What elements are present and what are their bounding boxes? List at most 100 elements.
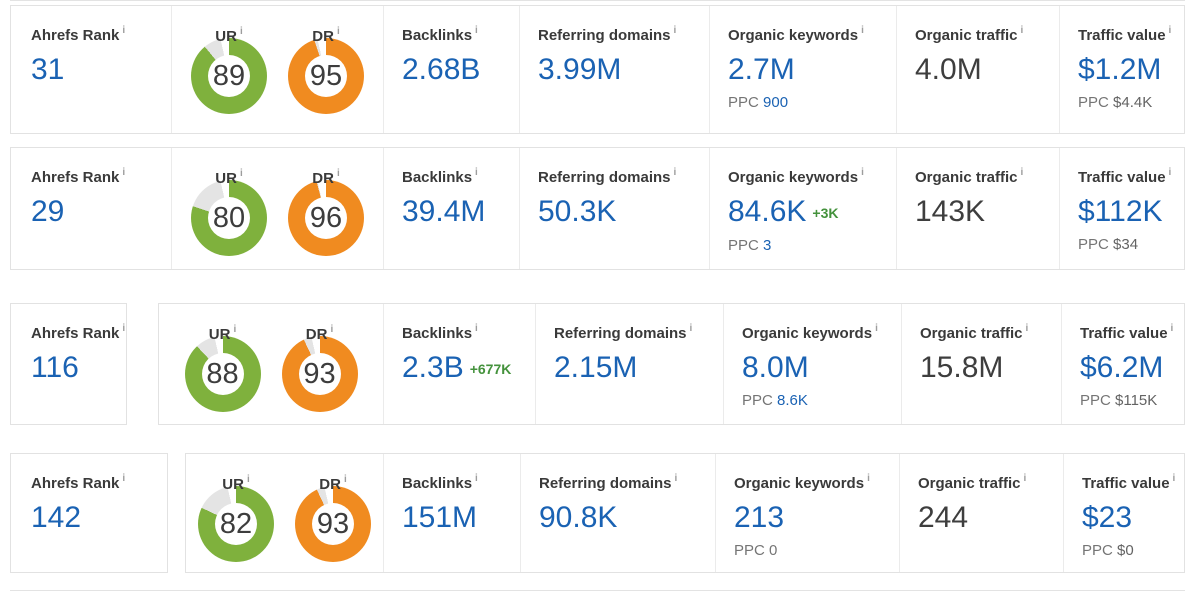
- info-icon[interactable]: i: [122, 167, 126, 178]
- info-icon[interactable]: i: [475, 473, 478, 484]
- info-icon[interactable]: i: [475, 323, 478, 334]
- ur-value: 80: [212, 201, 246, 234]
- ahrefs-rank-value[interactable]: 116: [31, 351, 79, 384]
- backlinks-value[interactable]: 2.3B: [402, 351, 464, 384]
- ahrefs-rank-value[interactable]: 29: [31, 195, 65, 228]
- traffic-value-value[interactable]: $6.2M: [1080, 351, 1164, 384]
- organic-traffic-label: Organic traffic i: [915, 167, 1051, 186]
- ur-donut: 89: [191, 38, 267, 114]
- dr-gauge: DR i 93: [295, 472, 371, 572]
- ppc-keywords-value[interactable]: 3: [763, 237, 772, 254]
- label-text: Organic traffic: [915, 169, 1018, 186]
- label-text: Organic keywords: [734, 475, 865, 492]
- dr-value: 93: [303, 357, 336, 390]
- info-icon[interactable]: i: [246, 474, 250, 485]
- ppc-traffic-value: $0: [1117, 542, 1134, 559]
- ur-gauge: UR i 80: [191, 166, 267, 269]
- label-text: Organic keywords: [742, 325, 873, 342]
- ppc-label: PPC: [734, 542, 765, 559]
- referring-domains-value[interactable]: 90.8K: [539, 501, 618, 534]
- ppc-keywords-value[interactable]: 900: [763, 94, 789, 111]
- ur-gauge: UR i 88: [184, 322, 261, 424]
- label-text: Backlinks: [402, 325, 473, 342]
- label-text: Organic traffic: [920, 325, 1023, 342]
- info-icon[interactable]: i: [336, 26, 340, 37]
- info-icon[interactable]: i: [673, 25, 677, 36]
- info-icon[interactable]: i: [475, 167, 478, 178]
- organic-keywords-value[interactable]: 213: [734, 501, 785, 534]
- ahrefs-rank-label: Ahrefs Rank i: [31, 323, 125, 342]
- label-text: Referring domains: [554, 325, 687, 342]
- info-icon[interactable]: i: [1168, 25, 1172, 36]
- referring-domains-value[interactable]: 2.15M: [554, 351, 638, 384]
- organic-keywords-value[interactable]: 2.7M: [728, 53, 795, 86]
- label-text: UR: [222, 476, 244, 493]
- ppc-label: PPC: [1078, 236, 1109, 253]
- label-text: Referring domains: [539, 475, 672, 492]
- info-icon[interactable]: i: [861, 25, 864, 36]
- info-icon[interactable]: i: [122, 323, 126, 334]
- referring-domains-cell: Referring domains i 3.99M: [519, 6, 709, 133]
- info-icon[interactable]: i: [867, 473, 870, 484]
- traffic-value-value[interactable]: $1.2M: [1078, 53, 1162, 86]
- dr-value: 93: [316, 507, 350, 540]
- ppc-value-line: PPC $0: [1082, 542, 1176, 559]
- ahrefs-rank-value[interactable]: 142: [31, 501, 82, 534]
- organic-keywords-value[interactable]: 8.0M: [742, 351, 809, 384]
- info-icon[interactable]: i: [1020, 167, 1024, 178]
- traffic-value-value[interactable]: $112K: [1078, 195, 1163, 228]
- label-text: Ahrefs Rank: [31, 475, 120, 492]
- dr-value: 95: [309, 59, 343, 92]
- backlinks-cell: Backlinks i 151M: [383, 454, 520, 572]
- info-icon[interactable]: i: [673, 167, 677, 178]
- referring-domains-label: Referring domains i: [538, 25, 701, 44]
- ur-value: 88: [206, 357, 239, 390]
- info-icon[interactable]: i: [122, 25, 126, 36]
- info-icon[interactable]: i: [239, 168, 243, 179]
- dr-label: DR i: [319, 472, 346, 494]
- organic-keywords-value[interactable]: 84.6K: [728, 195, 807, 228]
- info-icon[interactable]: i: [475, 25, 478, 36]
- info-icon[interactable]: i: [233, 324, 237, 335]
- ppc-value-line: PPC $34: [1078, 236, 1176, 253]
- dr-gauge: DR i 96: [288, 166, 364, 269]
- traffic-value-label: Traffic value i: [1078, 25, 1176, 44]
- referring-domains-value[interactable]: 50.3K: [538, 195, 617, 228]
- referring-domains-value[interactable]: 3.99M: [538, 53, 622, 86]
- ppc-label: PPC: [728, 237, 759, 254]
- info-icon[interactable]: i: [330, 324, 334, 335]
- label-text: Referring domains: [538, 27, 671, 44]
- dr-donut: 93: [281, 336, 358, 412]
- ahrefs-rank-value[interactable]: 31: [31, 53, 65, 86]
- info-icon[interactable]: i: [689, 323, 693, 334]
- organic-traffic-label: Organic traffic i: [918, 473, 1055, 492]
- ur-label: UR i: [209, 322, 236, 344]
- info-icon[interactable]: i: [674, 473, 678, 484]
- backlinks-value[interactable]: 2.68B: [402, 53, 481, 86]
- info-icon[interactable]: i: [1020, 25, 1024, 36]
- info-icon[interactable]: i: [343, 474, 347, 485]
- backlinks-label: Backlinks i: [402, 323, 527, 342]
- info-icon[interactable]: i: [875, 323, 878, 334]
- traffic-value-value[interactable]: $23: [1082, 501, 1133, 534]
- info-icon[interactable]: i: [122, 473, 126, 484]
- info-icon[interactable]: i: [1168, 167, 1172, 178]
- organic-traffic-cell: Organic traffic i 143K: [896, 148, 1059, 269]
- organic-traffic-label: Organic traffic i: [920, 323, 1053, 342]
- backlinks-value[interactable]: 39.4M: [402, 195, 486, 228]
- backlinks-value[interactable]: 151M: [402, 501, 478, 534]
- ur-donut: 82: [198, 486, 274, 562]
- info-icon[interactable]: i: [1023, 473, 1027, 484]
- ppc-keywords-value[interactable]: 8.6K: [777, 392, 808, 409]
- info-icon[interactable]: i: [1172, 473, 1176, 484]
- info-icon[interactable]: i: [336, 168, 340, 179]
- referring-domains-cell: Referring domains i 50.3K: [519, 148, 709, 269]
- info-icon[interactable]: i: [861, 167, 864, 178]
- ppc-label: PPC: [1078, 94, 1109, 111]
- organic-keywords-label: Organic keywords i: [728, 25, 888, 44]
- info-icon[interactable]: i: [1025, 323, 1029, 334]
- backlinks-cell: Backlinks i 2.3B +677K: [383, 304, 535, 424]
- traffic-value-cell: Traffic value i $1.2M PPC $4.4K: [1059, 6, 1184, 133]
- info-icon[interactable]: i: [1170, 323, 1174, 334]
- info-icon[interactable]: i: [239, 26, 243, 37]
